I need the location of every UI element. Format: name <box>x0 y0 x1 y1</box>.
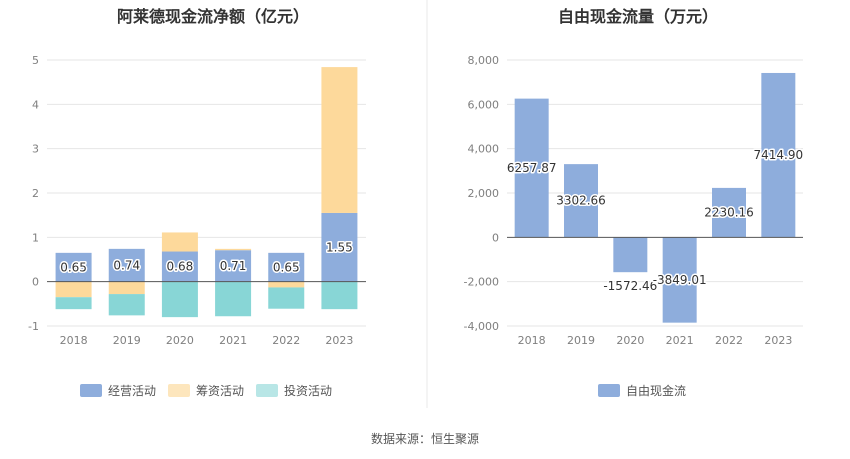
legend-swatch-fcf <box>598 384 620 397</box>
y-tick-label: -2,000 <box>464 276 499 289</box>
y-tick-label: 0 <box>492 231 499 244</box>
bar-经营活动-2022 <box>268 252 305 282</box>
y-tick-label: 0 <box>32 276 39 289</box>
data-label: 6257.87 <box>507 161 557 175</box>
data-label: 0.65 <box>60 260 87 274</box>
y-tick-label: 1 <box>32 231 39 244</box>
legend-label-operating: 经营活动 <box>108 384 156 398</box>
legend: 自由现金流 <box>598 383 686 398</box>
y-tick-label: 2,000 <box>468 187 500 200</box>
bar-经营活动-2023 <box>321 212 358 282</box>
legend-label-investing: 投资活动 <box>284 383 332 398</box>
y-tick-label: 5 <box>32 54 39 67</box>
bar-筹资活动-2019 <box>108 281 145 295</box>
bar-经营活动-2021 <box>215 250 252 282</box>
bar-自由现金流-2022 <box>712 187 746 238</box>
y-tick-label: -4,000 <box>464 320 499 333</box>
data-label: -3849.01 <box>653 273 707 287</box>
legend: 经营活动 筹资活动 投资活动 <box>80 383 332 398</box>
bar-投资活动-2018 <box>55 297 92 310</box>
bar-筹资活动-2022 <box>268 281 305 288</box>
y-tick-label: 4 <box>32 98 39 111</box>
legend-item-financing[interactable]: 筹资活动 <box>168 384 244 398</box>
x-tick-label: 2022 <box>715 334 743 347</box>
y-tick-label: 3 <box>32 143 39 156</box>
data-label: 3302.66 <box>556 194 606 208</box>
bar-自由现金流-2020 <box>613 237 648 273</box>
source-note: 数据来源：恒生聚源 <box>371 431 479 446</box>
y-tick-label: 2 <box>32 187 39 200</box>
bar-经营活动-2019 <box>108 248 145 282</box>
bar-经营活动-2018 <box>55 252 92 282</box>
bar-自由现金流-2021 <box>662 237 697 323</box>
chart-title: 自由现金流量（万元） <box>558 7 718 26</box>
x-tick-label: 2020 <box>616 334 644 347</box>
bar-投资活动-2020 <box>161 281 198 318</box>
legend-swatch-investing <box>256 384 278 397</box>
bar-筹资活动-2018 <box>55 281 92 298</box>
bar-投资活动-2023 <box>321 281 358 310</box>
legend-item-operating[interactable]: 经营活动 <box>80 384 156 398</box>
data-label: 1.55 <box>326 240 353 254</box>
x-tick-label: 2019 <box>567 334 595 347</box>
bar-经营活动-2020 <box>161 251 198 282</box>
bar-筹资活动-2021 <box>215 248 252 251</box>
legend-swatch-operating <box>80 384 102 397</box>
data-label: 0.74 <box>113 258 140 272</box>
x-tick-label: 2021 <box>666 334 694 347</box>
legend-label-financing: 筹资活动 <box>196 384 244 398</box>
bar-自由现金流-2019 <box>564 164 598 238</box>
y-tick-label: 8,000 <box>468 54 500 67</box>
data-label: -1572.46 <box>603 279 657 293</box>
bar-投资活动-2019 <box>108 294 145 316</box>
chart-title: 阿莱德现金流净额（亿元） <box>117 7 309 26</box>
x-tick-label: 2023 <box>764 334 792 347</box>
x-tick-label: 2023 <box>325 334 353 347</box>
x-tick-label: 2018 <box>60 334 88 347</box>
legend-item-fcf[interactable]: 自由现金流 <box>598 383 686 398</box>
bar-自由现金流-2018 <box>514 98 549 238</box>
y-tick-label: -1 <box>28 320 39 333</box>
legend-label-fcf: 自由现金流 <box>626 383 686 398</box>
x-tick-label: 2020 <box>166 334 194 347</box>
legend-swatch-financing <box>168 384 190 397</box>
x-tick-label: 2021 <box>219 334 247 347</box>
data-label: 0.71 <box>220 259 247 273</box>
legend-item-investing[interactable]: 投资活动 <box>256 383 332 398</box>
data-label: 2230.16 <box>704 206 754 220</box>
y-tick-label: 6,000 <box>468 98 500 111</box>
x-tick-label: 2019 <box>113 334 141 347</box>
bar-筹资活动-2023 <box>321 67 358 213</box>
bar-筹资活动-2020 <box>161 232 198 252</box>
bar-投资活动-2022 <box>268 287 305 309</box>
bar-自由现金流-2023 <box>761 72 796 238</box>
data-label: 0.68 <box>167 260 194 274</box>
data-label: 7414.90 <box>754 148 804 162</box>
y-tick-label: 4,000 <box>468 143 500 156</box>
bar-投资活动-2021 <box>215 281 252 317</box>
x-tick-label: 2018 <box>518 334 546 347</box>
cash-flow-net-chart: 阿莱德现金流净额（亿元） 0.65 0.74 0.68 0.71 0.65 1.55 5 4… <box>28 7 366 398</box>
free-cash-flow-chart: 自由现金流量（万元） 6257.87 3302.66 -1572.46-3849.0… <box>464 7 805 398</box>
data-label: 0.65 <box>273 260 300 274</box>
x-tick-label: 2022 <box>272 334 300 347</box>
